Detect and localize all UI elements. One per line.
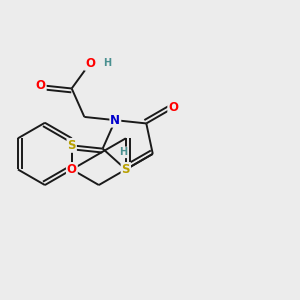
Text: N: N (110, 114, 120, 127)
Text: S: S (122, 163, 130, 176)
Text: H: H (118, 147, 127, 157)
Text: H: H (103, 58, 111, 68)
Text: S: S (68, 139, 76, 152)
Text: O: O (67, 163, 77, 176)
Text: O: O (168, 101, 178, 114)
Text: O: O (85, 57, 95, 70)
Text: O: O (36, 79, 46, 92)
